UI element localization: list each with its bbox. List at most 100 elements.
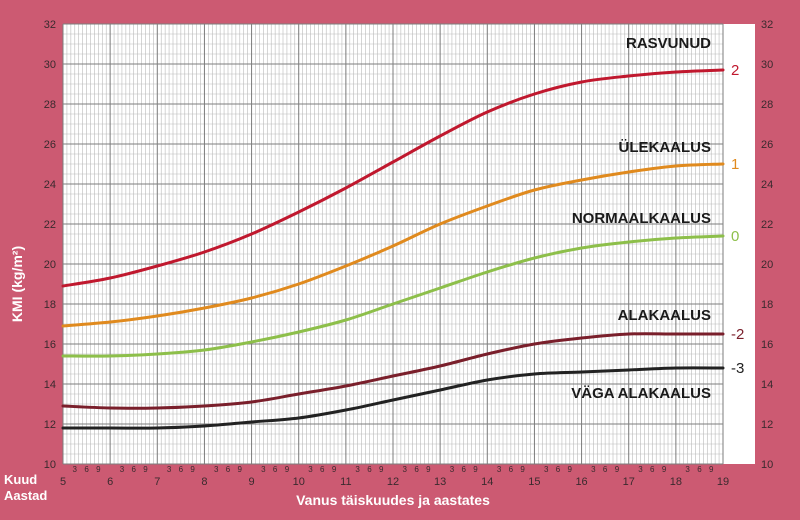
corner-label-years: Aastad <box>4 488 47 503</box>
y-tick-label-right: 32 <box>761 19 773 31</box>
y-tick-label-right: 10 <box>761 459 773 471</box>
month-tick-label: 6 <box>461 465 466 474</box>
y-tick-label: 26 <box>44 139 56 151</box>
y-tick-label: 22 <box>44 219 56 231</box>
month-tick-label: 9 <box>520 465 525 474</box>
month-tick-label: 3 <box>497 465 502 474</box>
month-tick-label: 9 <box>285 465 290 474</box>
y-tick-label-right: 14 <box>761 379 773 391</box>
month-tick-label: 9 <box>615 465 620 474</box>
month-tick-label: 9 <box>96 465 101 474</box>
series-line-z-2 <box>61 332 725 410</box>
month-tick-label: 9 <box>568 465 573 474</box>
y-tick-label-right: 30 <box>761 59 773 71</box>
x-tick-label: 9 <box>249 476 255 488</box>
corner-label-months: Kuud <box>4 472 37 487</box>
x-tick-label: 11 <box>340 476 351 488</box>
y-tick-label: 10 <box>44 459 56 471</box>
month-tick-label: 9 <box>190 465 195 474</box>
month-tick-label: 6 <box>320 465 325 474</box>
month-tick-label: 9 <box>143 465 148 474</box>
z-score-label--2: -2 <box>731 326 744 343</box>
zone-label-rasvunud: RASVUNUD <box>626 35 711 52</box>
x-tick-label: 18 <box>670 476 682 488</box>
zone-label-alakaalus: ALAKAALUS <box>618 307 711 324</box>
z-score-label-0: 0 <box>731 228 739 245</box>
zone-label-vaga-alakaalus: VÄGA ALAKAALUS <box>571 385 711 402</box>
month-tick-label: 6 <box>509 465 514 474</box>
z-score-label-2: 2 <box>731 62 739 79</box>
zone-label-normaalkaalus: NORMAALKAALUS <box>572 210 711 227</box>
month-tick-label: 9 <box>332 465 337 474</box>
month-tick-label: 3 <box>450 465 455 474</box>
x-tick-label: 19 <box>717 476 729 488</box>
series-line-z2 <box>61 68 725 288</box>
x-tick-label: 5 <box>60 476 66 488</box>
month-tick-label: 6 <box>603 465 608 474</box>
y-tick-label: 28 <box>44 99 56 111</box>
month-tick-label: 3 <box>167 465 172 474</box>
y-tick-label-right: 20 <box>761 259 773 271</box>
month-tick-label: 9 <box>238 465 243 474</box>
x-tick-label: 12 <box>387 476 399 488</box>
month-tick-label: 6 <box>226 465 231 474</box>
month-tick-label: 3 <box>214 465 219 474</box>
month-tick-label: 3 <box>73 465 78 474</box>
month-tick-label: 6 <box>131 465 136 474</box>
y-tick-label: 12 <box>44 419 56 431</box>
y-tick-label: 24 <box>44 179 56 191</box>
month-tick-label: 3 <box>308 465 313 474</box>
x-axis-title: Vanus täiskuudes ja aastates <box>296 492 490 508</box>
month-tick-label: 6 <box>414 465 419 474</box>
month-tick-label: 9 <box>473 465 478 474</box>
month-tick-label: 3 <box>591 465 596 474</box>
x-tick-label: 7 <box>154 476 160 488</box>
x-tick-label: 17 <box>623 476 635 488</box>
x-tick-label: 14 <box>481 476 493 488</box>
month-tick-label: 3 <box>355 465 360 474</box>
month-tick-label: 9 <box>709 465 714 474</box>
z-score-label--3: -3 <box>731 360 744 377</box>
y-tick-label-right: 22 <box>761 219 773 231</box>
y-tick-label: 18 <box>44 299 56 311</box>
month-tick-label: 9 <box>379 465 384 474</box>
y-tick-label-right: 12 <box>761 419 773 431</box>
x-tick-label: 16 <box>575 476 587 488</box>
x-ticks: 5 6 7 8 9 10 11 12 13 14 15 16 17 18 19 <box>60 476 729 488</box>
y-tick-label-right: 28 <box>761 99 773 111</box>
month-tick-label: 3 <box>120 465 125 474</box>
x-tick-label: 15 <box>528 476 540 488</box>
series-line-z0 <box>61 234 725 358</box>
x-tick-label: 10 <box>293 476 305 488</box>
y-tick-label-right: 24 <box>761 179 773 191</box>
month-tick-label: 6 <box>367 465 372 474</box>
z-score-label-1: 1 <box>731 156 739 173</box>
month-tick-label: 6 <box>697 465 702 474</box>
y-ticks-right: 10 12 14 16 18 20 22 24 26 28 30 32 <box>761 19 773 471</box>
y-tick-label: 16 <box>44 339 56 351</box>
month-tick-label: 3 <box>261 465 266 474</box>
y-tick-label: 20 <box>44 259 56 271</box>
y-axis-title: KMI (kg/m²) <box>9 246 25 322</box>
y-tick-label-right: 16 <box>761 339 773 351</box>
series-group <box>61 68 725 430</box>
month-tick-label: 9 <box>426 465 431 474</box>
month-tick-label: 3 <box>685 465 690 474</box>
month-tick-label: 3 <box>403 465 408 474</box>
month-tick-label: 3 <box>638 465 643 474</box>
month-tick-label: 3 <box>544 465 549 474</box>
month-tick-label: 9 <box>662 465 667 474</box>
month-tick-label: 6 <box>84 465 89 474</box>
month-tick-label: 6 <box>273 465 278 474</box>
y-tick-label: 32 <box>44 19 56 31</box>
zone-label-ulekaalus: ÜLEKAALUS <box>619 139 712 156</box>
y-tick-label: 14 <box>44 379 56 391</box>
grid-major <box>62 23 724 465</box>
y-tick-label: 30 <box>44 59 56 71</box>
z-score-labels: 2 1 0 -2 -3 <box>731 62 744 377</box>
y-tick-label-right: 18 <box>761 299 773 311</box>
month-tick-label: 6 <box>556 465 561 474</box>
x-tick-label: 6 <box>107 476 113 488</box>
